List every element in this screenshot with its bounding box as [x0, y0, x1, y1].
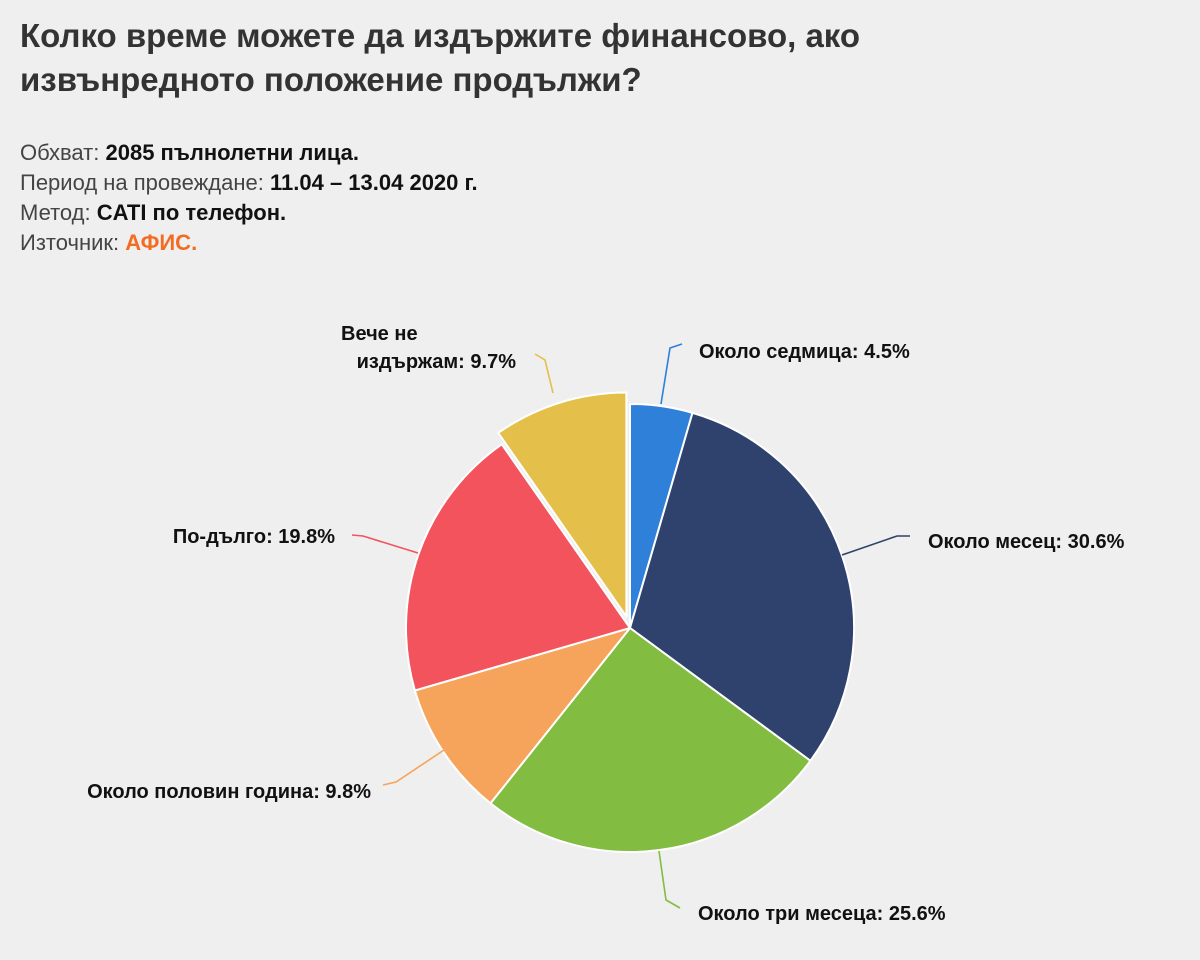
- label-connector: [534, 353, 554, 394]
- pie-slice[interactable]: [489, 627, 812, 853]
- data-label: Около месец: 30.6%: [928, 531, 1125, 553]
- method-label: Метод:: [20, 200, 91, 225]
- chart-title: Колко време можете да издържите финансов…: [20, 17, 861, 98]
- pie-slice[interactable]: [629, 411, 855, 762]
- data-label: Около половин година: 9.8%: [87, 781, 371, 803]
- pie-slice[interactable]: [413, 627, 631, 805]
- label-connector: [382, 749, 445, 786]
- source-link[interactable]: АФИС.: [125, 230, 198, 255]
- data-label: Вече не издържам: 9.7%: [341, 323, 516, 373]
- data-label-line: издържам: 9.7%: [357, 351, 517, 373]
- data-label: По-дълго: 19.8%: [173, 526, 335, 548]
- pie-slices: [405, 391, 855, 853]
- data-labels: Около седмица: 4.5% Около месец: 30.6% Око…: [87, 323, 1125, 925]
- label-connector: [351, 534, 419, 554]
- label-connectors: [351, 343, 910, 909]
- label-connector: [658, 850, 681, 909]
- period-row: Период на провеждане: 11.04 – 13.04 2020…: [20, 168, 478, 198]
- source-row: Източник: АФИС.: [20, 228, 478, 258]
- data-label: Около три месеца: 25.6%: [698, 903, 946, 925]
- label-connector: [841, 535, 910, 556]
- period-value: 11.04 – 13.04 2020 г.: [270, 170, 478, 195]
- period-label: Период на провеждане:: [20, 170, 264, 195]
- label-connector: [660, 343, 683, 405]
- survey-info: Обхват: 2085 пълнолетни лица. Период на …: [20, 138, 478, 258]
- method-value: CATI по телефон.: [96, 200, 287, 225]
- data-label-line: Вече не: [341, 323, 418, 345]
- scope-label: Обхват:: [20, 140, 100, 165]
- source-label: Източник:: [20, 230, 120, 255]
- scope-row: Обхват: 2085 пълнолетни лица.: [20, 138, 478, 168]
- scope-value: 2085 пълнолетни лица.: [105, 140, 360, 165]
- pie-slice[interactable]: [497, 391, 628, 618]
- method-row: Метод: CATI по телефон.: [20, 198, 478, 228]
- pie-slice[interactable]: [405, 443, 631, 692]
- data-label: Около седмица: 4.5%: [699, 341, 910, 363]
